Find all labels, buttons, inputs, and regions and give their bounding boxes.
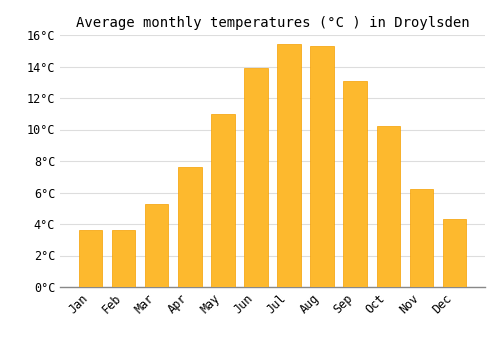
- Bar: [278, 44, 300, 287]
- Bar: [80, 230, 102, 287]
- Bar: [146, 203, 169, 287]
- Bar: [376, 126, 400, 287]
- Bar: [178, 167, 202, 287]
- Bar: [212, 114, 234, 287]
- Bar: [244, 68, 268, 287]
- Bar: [442, 219, 466, 287]
- Title: Average monthly temperatures (°C ) in Droylsden: Average monthly temperatures (°C ) in Dr…: [76, 16, 469, 30]
- Bar: [112, 230, 136, 287]
- Bar: [310, 46, 334, 287]
- Bar: [410, 189, 432, 287]
- Bar: [344, 81, 366, 287]
